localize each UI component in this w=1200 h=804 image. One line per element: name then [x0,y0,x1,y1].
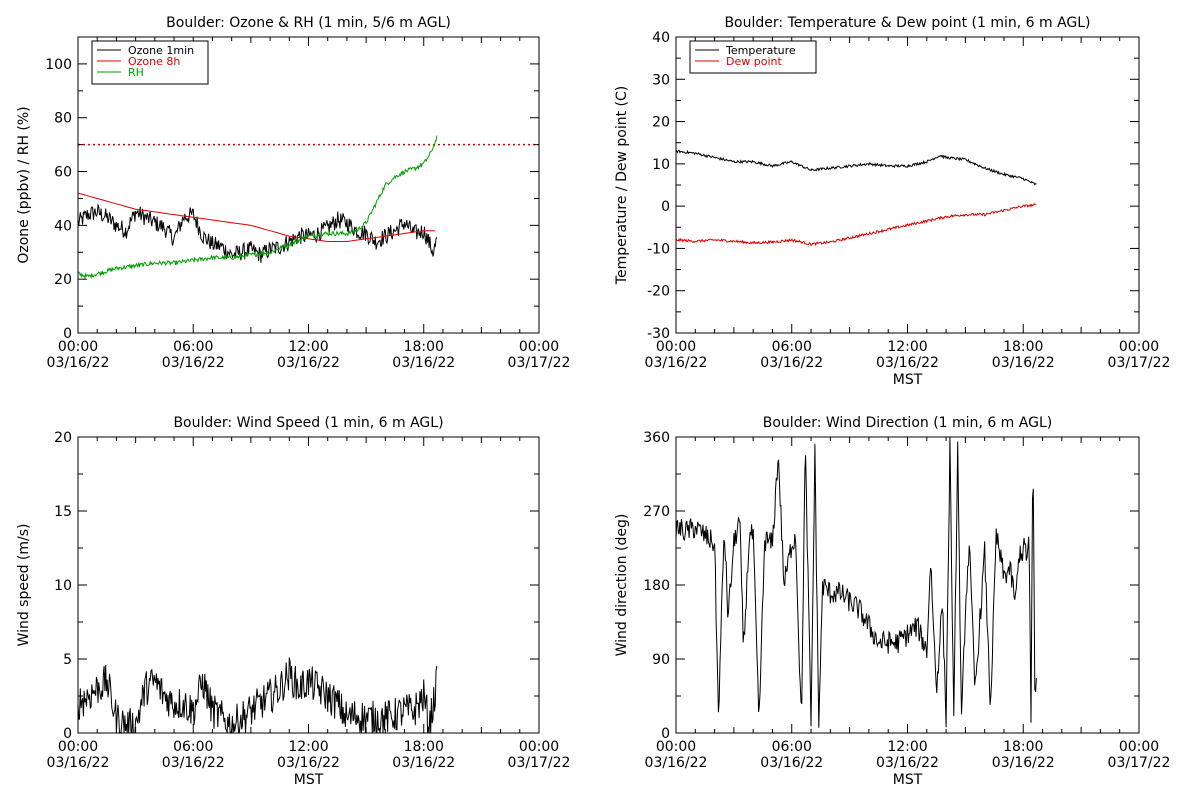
chart-panel-winddir: Boulder: Wind Direction (1 min, 6 m AGL)… [614,415,1170,788]
y-axis-label: Ozone (ppbv) / RH (%) [16,106,32,263]
x-tick-label: 12:00 [288,339,328,355]
x-tick-label: 00:00 [1119,739,1159,755]
legend-label: Ozone 8h [128,55,180,68]
chart-panel-temperature: Boulder: Temperature & Dew point (1 min,… [614,15,1170,388]
y-tick-label: 20 [54,430,72,446]
x-tick-label: 00:00 [519,739,559,755]
x-tick-date-label: 03/16/22 [277,755,340,771]
series-line-rh [77,135,438,280]
x-tick-label: 12:00 [288,739,328,755]
x-tick-label: 06:00 [772,339,812,355]
x-tick-date-label: 03/16/22 [760,755,823,771]
y-tick-label: 5 [63,652,72,668]
x-tick-date-label: 03/16/22 [392,355,455,371]
x-tick-date-label: 03/16/22 [162,755,225,771]
y-tick-label: 30 [652,72,670,88]
x-tick-date-label: 03/17/22 [1108,755,1171,771]
x-tick-label: 00:00 [656,339,696,355]
y-tick-label: 0 [661,726,670,742]
y-tick-label: -10 [647,241,670,257]
y-tick-label: 360 [643,430,670,446]
chart-title: Boulder: Ozone & RH (1 min, 5/6 m AGL) [166,15,451,31]
series-line-windspeed [77,657,438,735]
y-tick-label: -20 [647,284,670,300]
x-tick-date-label: 03/16/22 [645,755,708,771]
x-axis-label: MST [893,372,923,388]
x-tick-date-label: 03/17/22 [508,755,571,771]
x-tick-label: 12:00 [887,339,927,355]
x-tick-date-label: 03/16/22 [760,355,823,371]
x-tick-label: 00:00 [519,339,559,355]
series-line-ozone-8h [77,192,436,242]
legend-label: Ozone 1min [128,44,194,57]
x-axis-label: MST [294,772,324,788]
x-tick-date-label: 03/16/22 [992,755,1055,771]
x-tick-date-label: 03/16/22 [392,755,455,771]
chart-title: Boulder: Wind Speed (1 min, 6 m AGL) [173,415,443,431]
y-tick-label: 60 [54,165,72,181]
y-tick-label: 10 [652,157,670,173]
y-tick-label: 20 [652,115,670,131]
chart-panel-ozone: Boulder: Ozone & RH (1 min, 5/6 m AGL) 0 2… [16,15,570,371]
series-line-dew-point [675,203,1037,247]
legend-box [91,40,209,85]
x-tick-label: 12:00 [887,739,927,755]
x-tick-label: 06:00 [772,739,812,755]
y-tick-label: 10 [54,578,72,594]
y-axis-label: Wind direction (deg) [614,514,630,657]
y-tick-label: 0 [661,199,670,215]
x-tick-label: 06:00 [173,739,213,755]
y-tick-label: 180 [643,578,670,594]
series-line-temperature [675,149,1037,186]
chart-panel-windspeed: Boulder: Wind Speed (1 min, 6 m AGL) 0 5 10… [16,415,570,788]
chart-title: Boulder: Wind Direction (1 min, 6 m AGL) [763,415,1052,431]
legend-box [689,40,817,74]
y-tick-label: 90 [652,652,670,668]
x-tick-label: 18:00 [1003,739,1043,755]
x-tick-date-label: 03/16/22 [876,755,939,771]
x-tick-label: 00:00 [1119,339,1159,355]
y-tick-label: 0 [63,326,72,342]
x-tick-label: 00:00 [58,739,98,755]
chart-title: Boulder: Temperature & Dew point (1 min,… [724,15,1090,31]
y-tick-label: 270 [643,504,670,520]
y-tick-label: 100 [45,57,72,73]
y-tick-label: 40 [652,30,670,46]
y-tick-label: 0 [63,726,72,742]
x-tick-date-label: 03/16/22 [277,355,340,371]
x-tick-date-label: 03/16/22 [992,355,1055,371]
plot-frame [675,436,1140,734]
x-tick-date-label: 03/17/22 [1108,355,1171,371]
legend-label: Dew point [726,55,782,68]
y-tick-label: 40 [54,218,72,234]
x-tick-date-label: 03/16/22 [876,355,939,371]
series-line-ozone-1min [77,203,438,263]
y-axis-label: Temperature / Dew point (C) [614,86,630,285]
x-tick-date-label: 03/16/22 [47,355,110,371]
x-tick-date-label: 03/16/22 [162,355,225,371]
x-tick-date-label: 03/16/22 [645,355,708,371]
x-tick-date-label: 03/16/22 [47,755,110,771]
y-tick-label: 20 [54,272,72,288]
x-tick-label: 18:00 [404,339,444,355]
y-tick-label: 15 [54,504,72,520]
x-tick-label: 00:00 [58,339,98,355]
x-tick-label: 18:00 [404,739,444,755]
legend-label: Temperature [725,44,796,57]
x-tick-label: 00:00 [656,739,696,755]
series-line-winddir [675,436,1037,728]
y-tick-label: 80 [54,111,72,127]
x-axis-label: MST [893,772,923,788]
legend-label: RH [128,66,144,79]
x-tick-label: 06:00 [173,339,213,355]
plot-frame [675,36,1140,334]
y-tick-label: -30 [647,326,670,342]
x-tick-date-label: 03/17/22 [508,355,571,371]
y-axis-label: Wind speed (m/s) [16,524,32,647]
x-tick-label: 18:00 [1003,339,1043,355]
